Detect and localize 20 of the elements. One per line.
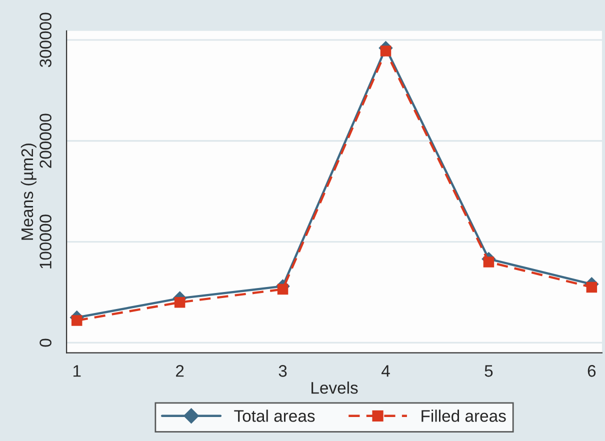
x-tick-label: 2 (176, 365, 184, 377)
x-tick-label: 4 (381, 365, 390, 377)
point (586, 282, 598, 293)
y-tick-label: 200000 (40, 114, 52, 168)
x-tick-label: 5 (484, 365, 493, 377)
legend-label: Filled areas (422, 410, 506, 422)
legend-label: Total areas (234, 410, 315, 422)
point (380, 46, 392, 56)
point (277, 284, 288, 295)
y-tick-label: 100000 (40, 214, 52, 268)
x-tick-label: 3 (278, 365, 287, 377)
point (71, 315, 82, 326)
y-axis-title: Means (µm2) (20, 144, 36, 240)
point (483, 256, 494, 268)
y-tick-label: 300000 (40, 12, 52, 68)
x-axis-title: Levels (312, 382, 358, 394)
point (174, 296, 186, 308)
x-tick-label: 1 (73, 365, 81, 377)
y-tick-label: 0 (40, 338, 52, 347)
x-tick-label: 6 (588, 365, 596, 377)
